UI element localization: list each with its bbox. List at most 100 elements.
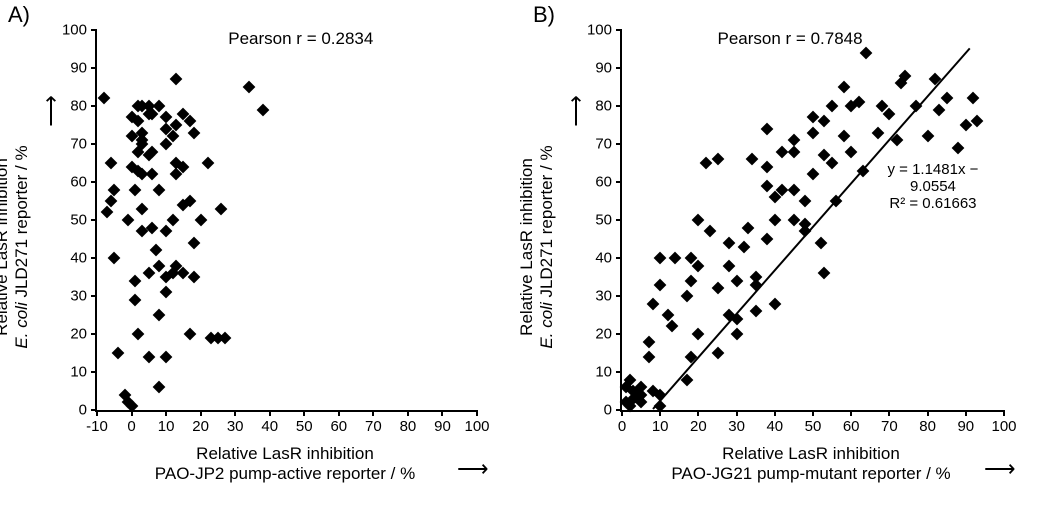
data-point <box>108 252 121 265</box>
xtick <box>234 410 236 416</box>
ytick <box>616 371 622 373</box>
data-point <box>170 73 183 86</box>
xtick <box>476 410 478 416</box>
ytick-label: 40 <box>595 250 612 267</box>
xtick-label: 20 <box>192 418 209 435</box>
data-point <box>788 145 801 158</box>
data-point <box>711 153 724 166</box>
data-point <box>160 350 173 363</box>
ytick-label: 80 <box>70 98 87 115</box>
xtick <box>697 410 699 416</box>
data-point <box>184 328 197 341</box>
data-point <box>642 350 655 363</box>
data-point <box>646 297 659 310</box>
xtick-label: 50 <box>805 418 822 435</box>
ytick <box>616 333 622 335</box>
xtick-label: 30 <box>728 418 745 435</box>
figure: A) 0102030405060708090100-10010203040506… <box>0 0 1050 525</box>
xtick-label: 100 <box>464 418 489 435</box>
data-point <box>940 92 953 105</box>
data-point <box>788 183 801 196</box>
y-axis-label: Relative LasR inhibitionE. coli JLD271 r… <box>0 145 32 348</box>
data-point <box>256 103 269 116</box>
data-point <box>243 81 256 94</box>
data-point <box>167 214 180 227</box>
data-point <box>749 305 762 318</box>
xtick-label: 70 <box>365 418 382 435</box>
ytick-label: 0 <box>604 402 612 419</box>
xtick-label: 60 <box>843 418 860 435</box>
xtick-label: -10 <box>86 418 108 435</box>
ytick-label: 70 <box>595 136 612 153</box>
data-point <box>654 278 667 291</box>
ytick-label: 70 <box>70 136 87 153</box>
data-point <box>187 126 200 139</box>
xtick-label: 0 <box>127 418 135 435</box>
data-point <box>146 168 159 181</box>
data-point <box>742 221 755 234</box>
data-point <box>146 221 159 234</box>
pearson-annot: Pearson r = 0.7848 <box>718 29 863 49</box>
ytick <box>91 29 97 31</box>
xtick-label: 20 <box>690 418 707 435</box>
pearson-annot: Pearson r = 0.2834 <box>228 29 373 49</box>
data-point <box>684 274 697 287</box>
panel-a-plot: 0102030405060708090100-10010203040506070… <box>95 30 477 412</box>
ytick-label: 40 <box>70 250 87 267</box>
data-point <box>194 214 207 227</box>
data-point <box>669 252 682 265</box>
data-point <box>665 320 678 333</box>
data-point <box>215 202 228 215</box>
ytick-label: 30 <box>70 288 87 305</box>
data-point <box>129 274 142 287</box>
y-arrow-icon: ⟶ <box>38 96 64 128</box>
ytick-label: 90 <box>70 60 87 77</box>
data-point <box>807 168 820 181</box>
ytick-label: 50 <box>70 212 87 229</box>
data-point <box>818 267 831 280</box>
x-axis-label: Relative LasR inhibitionPAO-JP2 pump-act… <box>155 444 415 484</box>
data-point <box>826 157 839 170</box>
ytick-label: 90 <box>595 60 612 77</box>
xtick <box>621 410 623 416</box>
xtick <box>736 410 738 416</box>
xtick <box>812 410 814 416</box>
xtick-label: 50 <box>296 418 313 435</box>
data-point <box>761 160 774 173</box>
xtick <box>850 410 852 416</box>
data-point <box>723 236 736 249</box>
ytick <box>91 181 97 183</box>
data-point <box>160 225 173 238</box>
xtick-label: 70 <box>881 418 898 435</box>
xtick <box>200 410 202 416</box>
data-point <box>681 290 694 303</box>
data-point <box>654 252 667 265</box>
data-point <box>723 259 736 272</box>
data-point <box>738 240 751 253</box>
data-point <box>807 111 820 124</box>
ytick <box>91 105 97 107</box>
ytick <box>91 371 97 373</box>
data-point <box>642 335 655 348</box>
data-point <box>153 381 166 394</box>
ytick-label: 60 <box>595 174 612 191</box>
data-point <box>768 214 781 227</box>
ytick <box>91 257 97 259</box>
data-point <box>104 157 117 170</box>
xtick <box>441 410 443 416</box>
ytick-label: 80 <box>595 98 612 115</box>
fit-equation: y = 1.1481x − 9.0554R² = 0.61663 <box>874 161 992 212</box>
data-point <box>872 126 885 139</box>
xtick-label: 0 <box>618 418 626 435</box>
data-point <box>967 92 980 105</box>
xtick-label: 100 <box>991 418 1016 435</box>
data-point <box>111 347 124 360</box>
data-point <box>711 347 724 360</box>
data-point <box>933 103 946 116</box>
ytick-label: 100 <box>62 22 87 39</box>
data-point <box>122 214 135 227</box>
xtick <box>888 410 890 416</box>
data-point <box>129 293 142 306</box>
xtick-label: 40 <box>766 418 783 435</box>
ytick-label: 50 <box>595 212 612 229</box>
